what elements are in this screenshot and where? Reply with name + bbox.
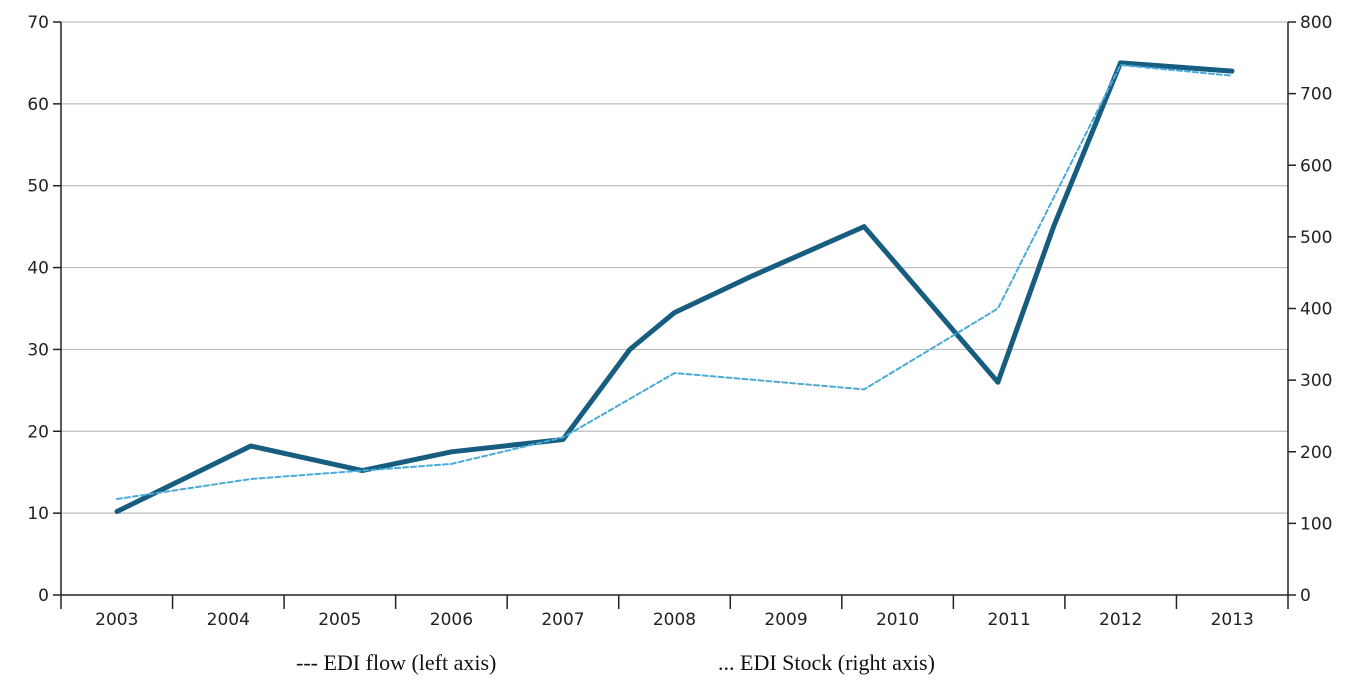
x-tick-label: 2003 [95, 610, 138, 630]
right-tick-label: 800 [1300, 13, 1332, 33]
x-tick-label: 2011 [988, 610, 1031, 630]
right-tick-label: 700 [1300, 85, 1332, 105]
right-tick-label: 600 [1300, 156, 1332, 176]
x-tick-label: 2010 [876, 610, 919, 630]
right-tick-label: 100 [1300, 514, 1332, 534]
x-tick-label: 2005 [318, 610, 361, 630]
left-tick-label: 70 [27, 13, 49, 33]
gridlines [61, 21, 1288, 514]
legend-marker-stock: ... [718, 650, 735, 675]
series-line-edi-stock [116, 64, 1233, 500]
legend-label-flow: EDI flow (left axis) [323, 650, 497, 675]
x-tick-label: 2007 [541, 610, 584, 630]
legend-item-flow: --- EDI flow (left axis) [296, 650, 496, 676]
series-line-edi-flow [114, 60, 1235, 514]
left-tick-label: 40 [27, 259, 49, 279]
left-tick-label: 30 [27, 340, 49, 360]
legend-marker-flow: --- [296, 650, 318, 675]
x-tick-label: 2009 [764, 610, 807, 630]
x-tick-label: 2013 [1211, 610, 1254, 630]
right-axis-ticks: 0 100 200 300 400 500 600 700 800 [1288, 13, 1332, 606]
series-layer [114, 60, 1235, 514]
x-tick-label: 2006 [430, 610, 473, 630]
right-tick-label: 500 [1300, 228, 1332, 248]
left-axis-ticks: 0 10 20 30 40 50 60 70 [27, 13, 61, 606]
legend-item-stock: ... EDI Stock (right axis) [718, 650, 935, 676]
right-tick-label: 400 [1300, 300, 1332, 320]
left-tick-label: 20 [27, 422, 49, 442]
legend-label-stock: EDI Stock (right axis) [740, 650, 935, 675]
left-tick-label: 10 [27, 504, 49, 524]
left-tick-label: 60 [27, 95, 49, 115]
left-tick-label: 0 [38, 586, 49, 606]
left-tick-label: 50 [27, 177, 49, 197]
right-tick-label: 200 [1300, 443, 1332, 463]
x-axis-ticks: 2003 2004 2005 2006 2007 2008 2009 2010 2011 2012… [60, 595, 1289, 630]
right-tick-label: 300 [1300, 371, 1332, 391]
x-tick-label: 2012 [1099, 610, 1142, 630]
x-tick-label: 2008 [653, 610, 696, 630]
x-tick-label: 2004 [207, 610, 250, 630]
right-tick-label: 0 [1300, 586, 1311, 606]
